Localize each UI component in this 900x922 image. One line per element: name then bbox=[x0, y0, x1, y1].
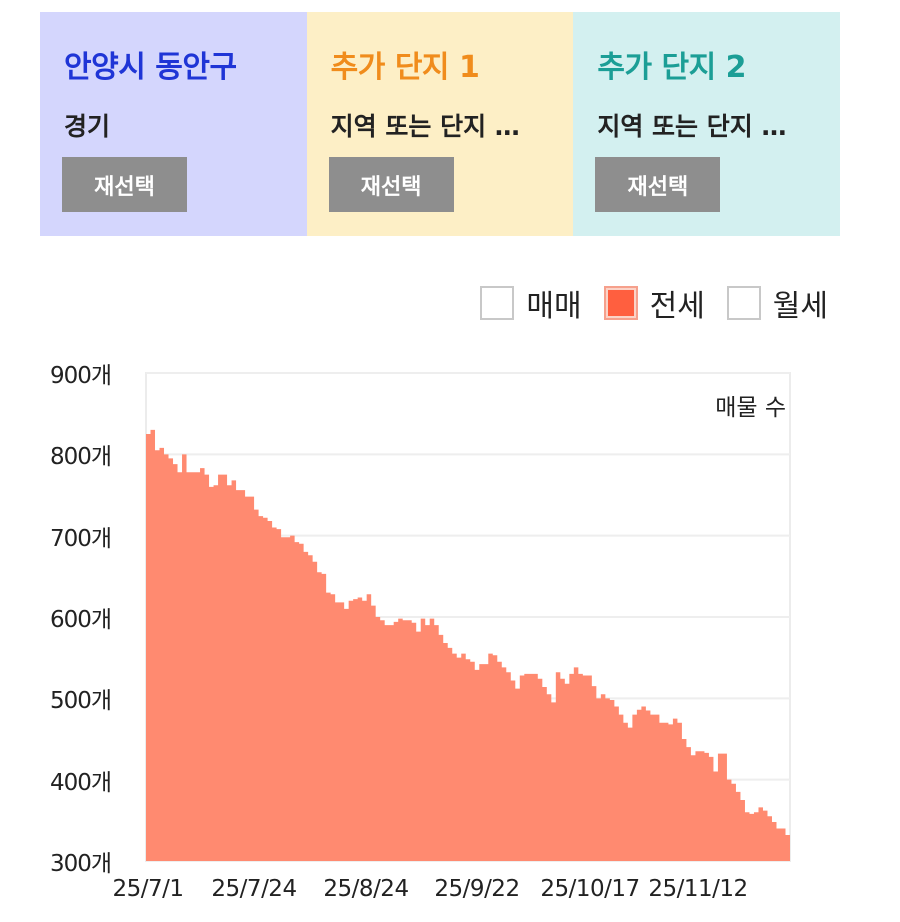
region-subtitle: 경기 bbox=[64, 112, 111, 141]
legend-label: 월세 bbox=[772, 289, 828, 324]
x-tick-label: 25/7/1 bbox=[112, 876, 184, 902]
y-tick-label: 700개 bbox=[50, 525, 112, 552]
checkbox-icon[interactable] bbox=[726, 286, 761, 320]
legend-label: 매매 bbox=[526, 289, 582, 324]
region-title: 추가 단지 2 bbox=[597, 50, 747, 85]
region-card-2: 추가 단지 1 지역 또는 단지 … 재선택 bbox=[306, 12, 574, 236]
reselect-button[interactable]: 재선택 bbox=[328, 157, 454, 212]
y-tick-label: 300개 bbox=[50, 851, 112, 877]
region-subtitle[interactable]: 지역 또는 단지 … bbox=[330, 112, 520, 141]
region-title: 안양시 동안구 bbox=[64, 50, 237, 85]
region-card-1: 안양시 동안구 경기 재선택 bbox=[40, 12, 307, 236]
x-tick-label: 25/7/24 bbox=[211, 876, 297, 902]
region-subtitle[interactable]: 지역 또는 단지 … bbox=[597, 112, 787, 141]
x-tick-label: 25/10/17 bbox=[540, 876, 640, 902]
x-tick-label: 25/9/22 bbox=[434, 876, 520, 902]
checkbox-checked-icon[interactable] bbox=[603, 286, 638, 320]
jeonse-area-series bbox=[146, 429, 790, 861]
region-card-3: 추가 단지 2 지역 또는 단지 … 재선택 bbox=[573, 12, 841, 236]
y-tick-label: 800개 bbox=[50, 444, 112, 471]
comparison-cards: 안양시 동안구 경기 재선택 추가 단지 1 지역 또는 단지 … 재선택 추가… bbox=[40, 12, 841, 236]
x-tick-label: 25/8/24 bbox=[323, 876, 409, 902]
region-title: 추가 단지 1 bbox=[330, 50, 480, 85]
legend-item-jeonse[interactable]: 전세 bbox=[603, 281, 705, 325]
y-tick-label: 600개 bbox=[50, 607, 112, 633]
reselect-button[interactable]: 재선택 bbox=[595, 157, 721, 212]
x-tick-label: 25/11/12 bbox=[648, 876, 748, 902]
y-tick-label: 900개 bbox=[50, 363, 112, 389]
legend-item-sale[interactable]: 매매 bbox=[480, 281, 582, 325]
series-label: 매물 수 bbox=[715, 395, 786, 421]
legend-item-monthly[interactable]: 월세 bbox=[726, 281, 828, 325]
y-tick-label: 500개 bbox=[50, 688, 112, 715]
y-tick-label: 400개 bbox=[50, 769, 112, 796]
legend-label: 전세 bbox=[649, 289, 705, 324]
chart-legend: 매매 전세 월세 bbox=[458, 281, 828, 325]
checkbox-icon[interactable] bbox=[480, 286, 515, 320]
reselect-button[interactable]: 재선택 bbox=[62, 157, 187, 212]
